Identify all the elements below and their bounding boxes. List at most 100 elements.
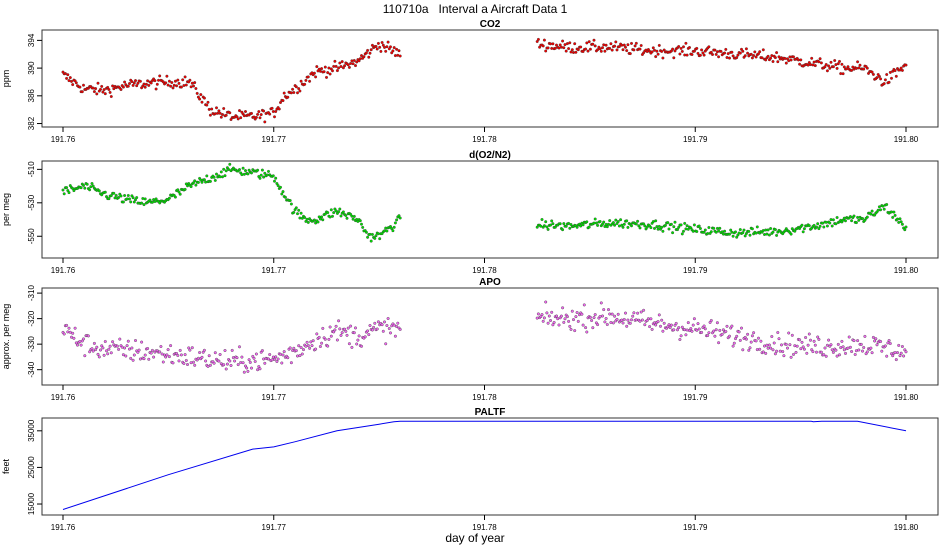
- plot-frame: [41, 29, 939, 128]
- y-tick-label: -320: [27, 310, 36, 327]
- data-point: [381, 329, 385, 333]
- data-point: [267, 169, 270, 173]
- data-point: [349, 62, 353, 65]
- data-point: [865, 350, 869, 354]
- data-point: [94, 87, 98, 91]
- data-point: [798, 62, 802, 66]
- data-point: [735, 56, 739, 60]
- data-point: [360, 222, 363, 226]
- data-point: [294, 349, 298, 353]
- data-point: [304, 344, 308, 348]
- data-point: [640, 318, 644, 322]
- data-point: [262, 109, 266, 113]
- data-point: [869, 346, 873, 350]
- data-point: [279, 352, 282, 356]
- plot-frame: [41, 417, 939, 516]
- data-point: [891, 215, 895, 219]
- data-point: [835, 216, 839, 219]
- data-point: [327, 66, 331, 70]
- data-point: [613, 314, 617, 318]
- y-tick-label: -310: [27, 285, 36, 302]
- panel-o2n2: d(O2/N2) per meg 191.76 191.77 191.78 191.79 1…: [1, 150, 939, 275]
- data-point: [62, 332, 66, 336]
- data-point: [179, 85, 183, 89]
- data-point: [775, 51, 779, 55]
- data-point: [673, 220, 677, 224]
- data-point: [91, 349, 95, 353]
- data-point: [316, 220, 320, 224]
- data-point: [848, 345, 852, 349]
- data-point: [154, 87, 158, 91]
- data-point: [894, 74, 898, 78]
- data-point: [671, 231, 675, 235]
- data-point: [238, 168, 241, 172]
- data-point: [279, 185, 282, 189]
- data-point: [231, 356, 235, 360]
- data-point: [274, 110, 278, 113]
- data-point: [123, 346, 127, 350]
- data-point: [138, 79, 142, 83]
- data-point: [563, 43, 567, 47]
- data-point: [898, 354, 902, 358]
- data-point: [142, 203, 146, 207]
- data-point: [559, 314, 563, 318]
- data-point: [706, 334, 710, 337]
- data-point: [812, 223, 816, 227]
- data-point: [657, 224, 661, 228]
- data-point: [345, 333, 349, 337]
- data-point: [395, 47, 399, 51]
- data-point: [599, 49, 603, 53]
- data-point: [303, 216, 307, 219]
- data-point: [680, 325, 684, 329]
- data-point: [698, 53, 702, 57]
- data-point: [370, 43, 374, 47]
- data-point: [854, 66, 858, 70]
- data-point: [672, 328, 676, 332]
- data-point: [601, 314, 604, 318]
- data-point: [573, 42, 577, 46]
- data-point: [625, 219, 629, 223]
- data-point: [581, 223, 585, 227]
- data-point: [836, 342, 840, 346]
- data-point: [137, 348, 141, 352]
- data-point: [239, 361, 243, 364]
- data-point: [570, 48, 574, 52]
- data-point: [302, 348, 305, 352]
- data-point: [857, 218, 861, 222]
- data-point: [655, 225, 659, 229]
- data-point: [143, 353, 147, 357]
- data-point: [297, 208, 301, 212]
- data-point: [764, 351, 768, 355]
- data-point: [840, 339, 844, 343]
- data-point: [258, 116, 262, 120]
- data-point: [825, 224, 829, 228]
- data-point: [92, 341, 96, 345]
- data-point: [567, 221, 571, 225]
- data-point: [691, 229, 695, 233]
- data-point: [897, 220, 901, 224]
- data-point: [135, 196, 139, 200]
- data-point: [668, 326, 672, 330]
- data-point: [393, 54, 397, 58]
- data-point: [354, 326, 357, 330]
- data-point: [792, 352, 795, 356]
- data-point: [830, 348, 834, 352]
- data-point: [840, 62, 844, 66]
- data-point: [861, 217, 864, 220]
- data-point: [621, 321, 625, 325]
- data-point: [579, 224, 583, 228]
- data-point: [219, 170, 223, 174]
- data-point: [841, 72, 845, 76]
- data-point: [812, 60, 816, 64]
- data-point: [616, 220, 620, 224]
- data-point: [576, 319, 580, 323]
- data-point: [676, 328, 679, 332]
- data-point: [350, 345, 354, 349]
- data-point: [65, 186, 69, 190]
- data-point: [246, 172, 250, 176]
- data-point: [329, 208, 333, 212]
- data-point: [376, 320, 380, 324]
- data-point: [584, 326, 588, 330]
- data-point: [218, 353, 222, 356]
- data-point: [535, 316, 539, 320]
